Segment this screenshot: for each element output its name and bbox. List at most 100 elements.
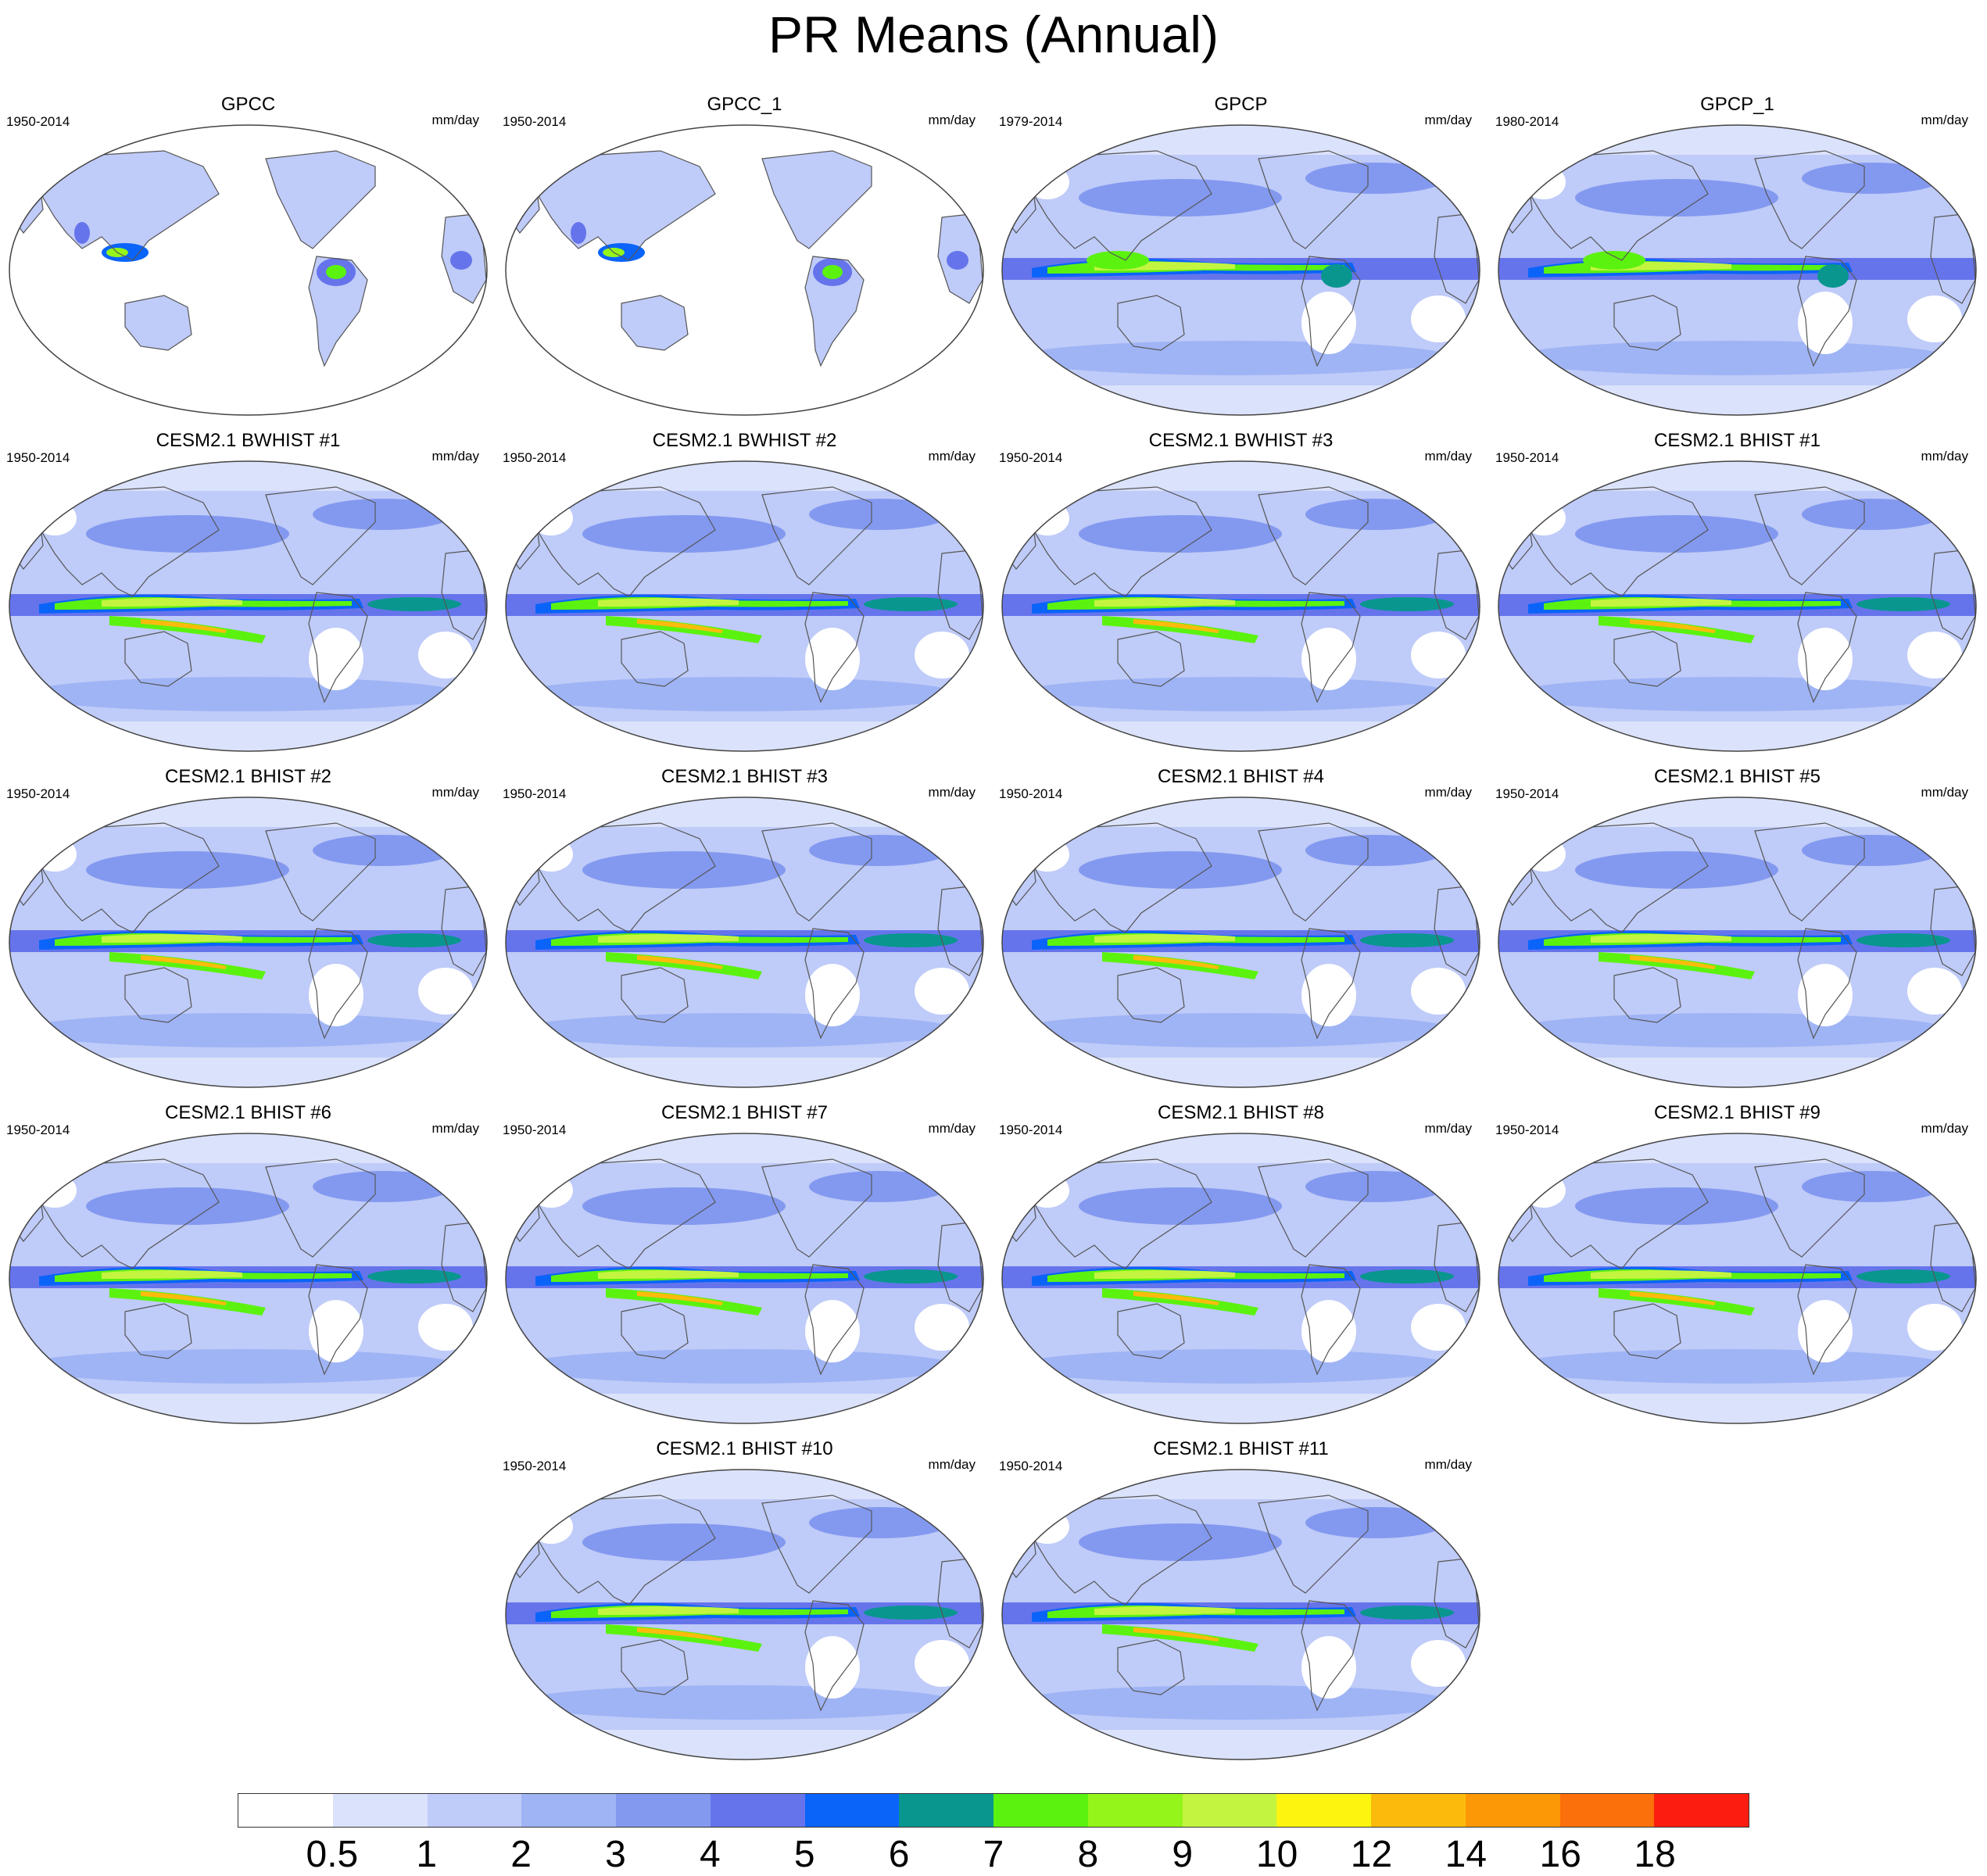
precip-field	[1498, 461, 1976, 751]
map-panel: CESM2.1 BHIST #2 1950-2014 mm/day	[0, 766, 496, 1094]
coastline-australia	[124, 631, 192, 687]
coastline-namerica	[1258, 1158, 1369, 1258]
panel-title: GPCP	[1214, 94, 1268, 115]
panel-title: CESM2.1 BWHIST #2	[652, 430, 837, 451]
map-border	[505, 124, 984, 416]
panel-title: CESM2.1 BHIST #6	[165, 1102, 331, 1123]
panel-title: GPCC_1	[707, 94, 782, 115]
colorbar-tick-label: 12	[1350, 1834, 1393, 1875]
panel-years: 1950-2014	[999, 786, 1063, 801]
precip-field	[9, 797, 487, 1087]
colorbar-tick-label: 10	[1255, 1834, 1298, 1875]
panel-units: mm/day	[928, 1121, 976, 1136]
coastline-namerica	[761, 1158, 872, 1258]
panel-title: CESM2.1 BWHIST #1	[156, 430, 341, 451]
map-panel: CESM2.1 BWHIST #3 1950-2014 mm/day	[993, 430, 1489, 758]
map-border	[1001, 124, 1480, 416]
coastline-asia	[1527, 150, 1709, 261]
coastline-asia	[1527, 822, 1709, 933]
panel-units: mm/day	[431, 785, 479, 800]
coastline-samerica	[1301, 1600, 1361, 1712]
world-map	[1498, 1133, 1977, 1424]
coastline-australia	[1117, 631, 1185, 687]
world-map	[1498, 124, 1977, 416]
world-map	[1001, 124, 1480, 416]
colorbar-labels: 0.5 1 2 3 4 5 6 7 8 9 10 12 14 16 18	[238, 1835, 1749, 1874]
coastline-australia	[1117, 295, 1185, 351]
coastline-australia	[1117, 967, 1185, 1023]
panel-years: 1950-2014	[503, 1459, 567, 1473]
map-panel: GPCP 1979-2014 mm/day	[993, 94, 1489, 422]
panel-years: 1950-2014	[6, 786, 70, 801]
coastline-samerica	[1797, 592, 1857, 704]
panel-title: CESM2.1 BHIST #5	[1654, 766, 1821, 787]
map-panel: CESM2.1 BHIST #5 1950-2014 mm/day	[1489, 766, 1985, 1094]
precip-field	[1498, 797, 1976, 1087]
precip-field	[9, 125, 487, 415]
map-border	[1001, 1133, 1480, 1424]
colorbar-tick-label: 6	[888, 1834, 910, 1875]
panel-years: 1950-2014	[6, 1122, 70, 1137]
panel-units: mm/day	[928, 449, 976, 464]
world-map	[1001, 797, 1480, 1088]
map-border	[9, 124, 488, 416]
coastline-namerica	[1258, 486, 1369, 585]
world-map	[1001, 1469, 1480, 1760]
colorbar-tick-label: 0.5	[306, 1834, 359, 1875]
world-map	[1001, 460, 1480, 752]
map-panel: CESM2.1 BWHIST #2 1950-2014 mm/day	[496, 430, 993, 758]
coastline-asia	[535, 822, 716, 933]
coastline-asia	[38, 486, 220, 597]
colorbar-swatch	[804, 1794, 900, 1827]
colorbar-swatch	[616, 1794, 711, 1827]
coastline-namerica	[761, 486, 872, 585]
colorbar-swatch	[899, 1794, 993, 1827]
land-australia	[621, 295, 688, 350]
map-border	[1498, 460, 1977, 752]
colorbar-tick-label: 2	[510, 1834, 532, 1875]
coastline-australia	[124, 1303, 192, 1359]
coastline-australia	[621, 1639, 689, 1695]
panel-title: CESM2.1 BHIST #10	[656, 1438, 833, 1459]
colorbar-tick-label: 7	[983, 1834, 1004, 1875]
coastline-australia	[621, 967, 689, 1023]
panel-title: CESM2.1 BHIST #7	[661, 1102, 828, 1123]
land-samerica	[805, 256, 864, 366]
coastline-australia	[1613, 967, 1681, 1023]
coastline-asia	[1031, 1495, 1212, 1606]
map-border	[9, 460, 488, 752]
coastline-australia	[1613, 1303, 1681, 1359]
panel-years: 1979-2014	[999, 114, 1063, 129]
coastline-samerica	[1797, 256, 1857, 367]
coastline-asia	[1031, 150, 1212, 261]
panel-years: 1950-2014	[1495, 450, 1559, 465]
panel-years: 1950-2014	[503, 786, 567, 801]
panel-units: mm/day	[1921, 1121, 1968, 1136]
coastline-samerica	[804, 1264, 865, 1376]
coastline-asia	[535, 486, 716, 597]
colorbar-tick-label: 4	[700, 1834, 721, 1875]
panel-units: mm/day	[928, 785, 976, 800]
panel-units: mm/day	[1424, 785, 1472, 800]
colorbar-tick-label: 16	[1539, 1834, 1581, 1875]
precip-field	[506, 125, 983, 415]
colorbar-tick-label: 8	[1077, 1834, 1099, 1875]
world-map	[9, 1133, 488, 1424]
coastline-samerica	[308, 592, 368, 704]
coastline-namerica	[1754, 1158, 1865, 1258]
coastline-namerica	[265, 822, 376, 922]
panel-units: mm/day	[928, 113, 976, 127]
colorbar-tick-label: 18	[1634, 1834, 1676, 1875]
map-panel: CESM2.1 BHIST #6 1950-2014 mm/day	[0, 1102, 496, 1430]
coastline-australia	[1117, 1639, 1185, 1695]
map-panel: CESM2.1 BHIST #3 1950-2014 mm/day	[496, 766, 993, 1094]
coastline-namerica	[1754, 150, 1865, 249]
map-panel: CESM2.1 BHIST #8 1950-2014 mm/day	[993, 1102, 1489, 1430]
panel-units: mm/day	[1424, 1121, 1472, 1136]
coastline-samerica	[1301, 1264, 1361, 1376]
panel-title: CESM2.1 BHIST #4	[1158, 766, 1324, 787]
panel-years: 1950-2014	[6, 450, 70, 465]
map-border	[9, 1133, 488, 1424]
world-map	[9, 460, 488, 752]
colorbar-swatch	[993, 1794, 1088, 1827]
